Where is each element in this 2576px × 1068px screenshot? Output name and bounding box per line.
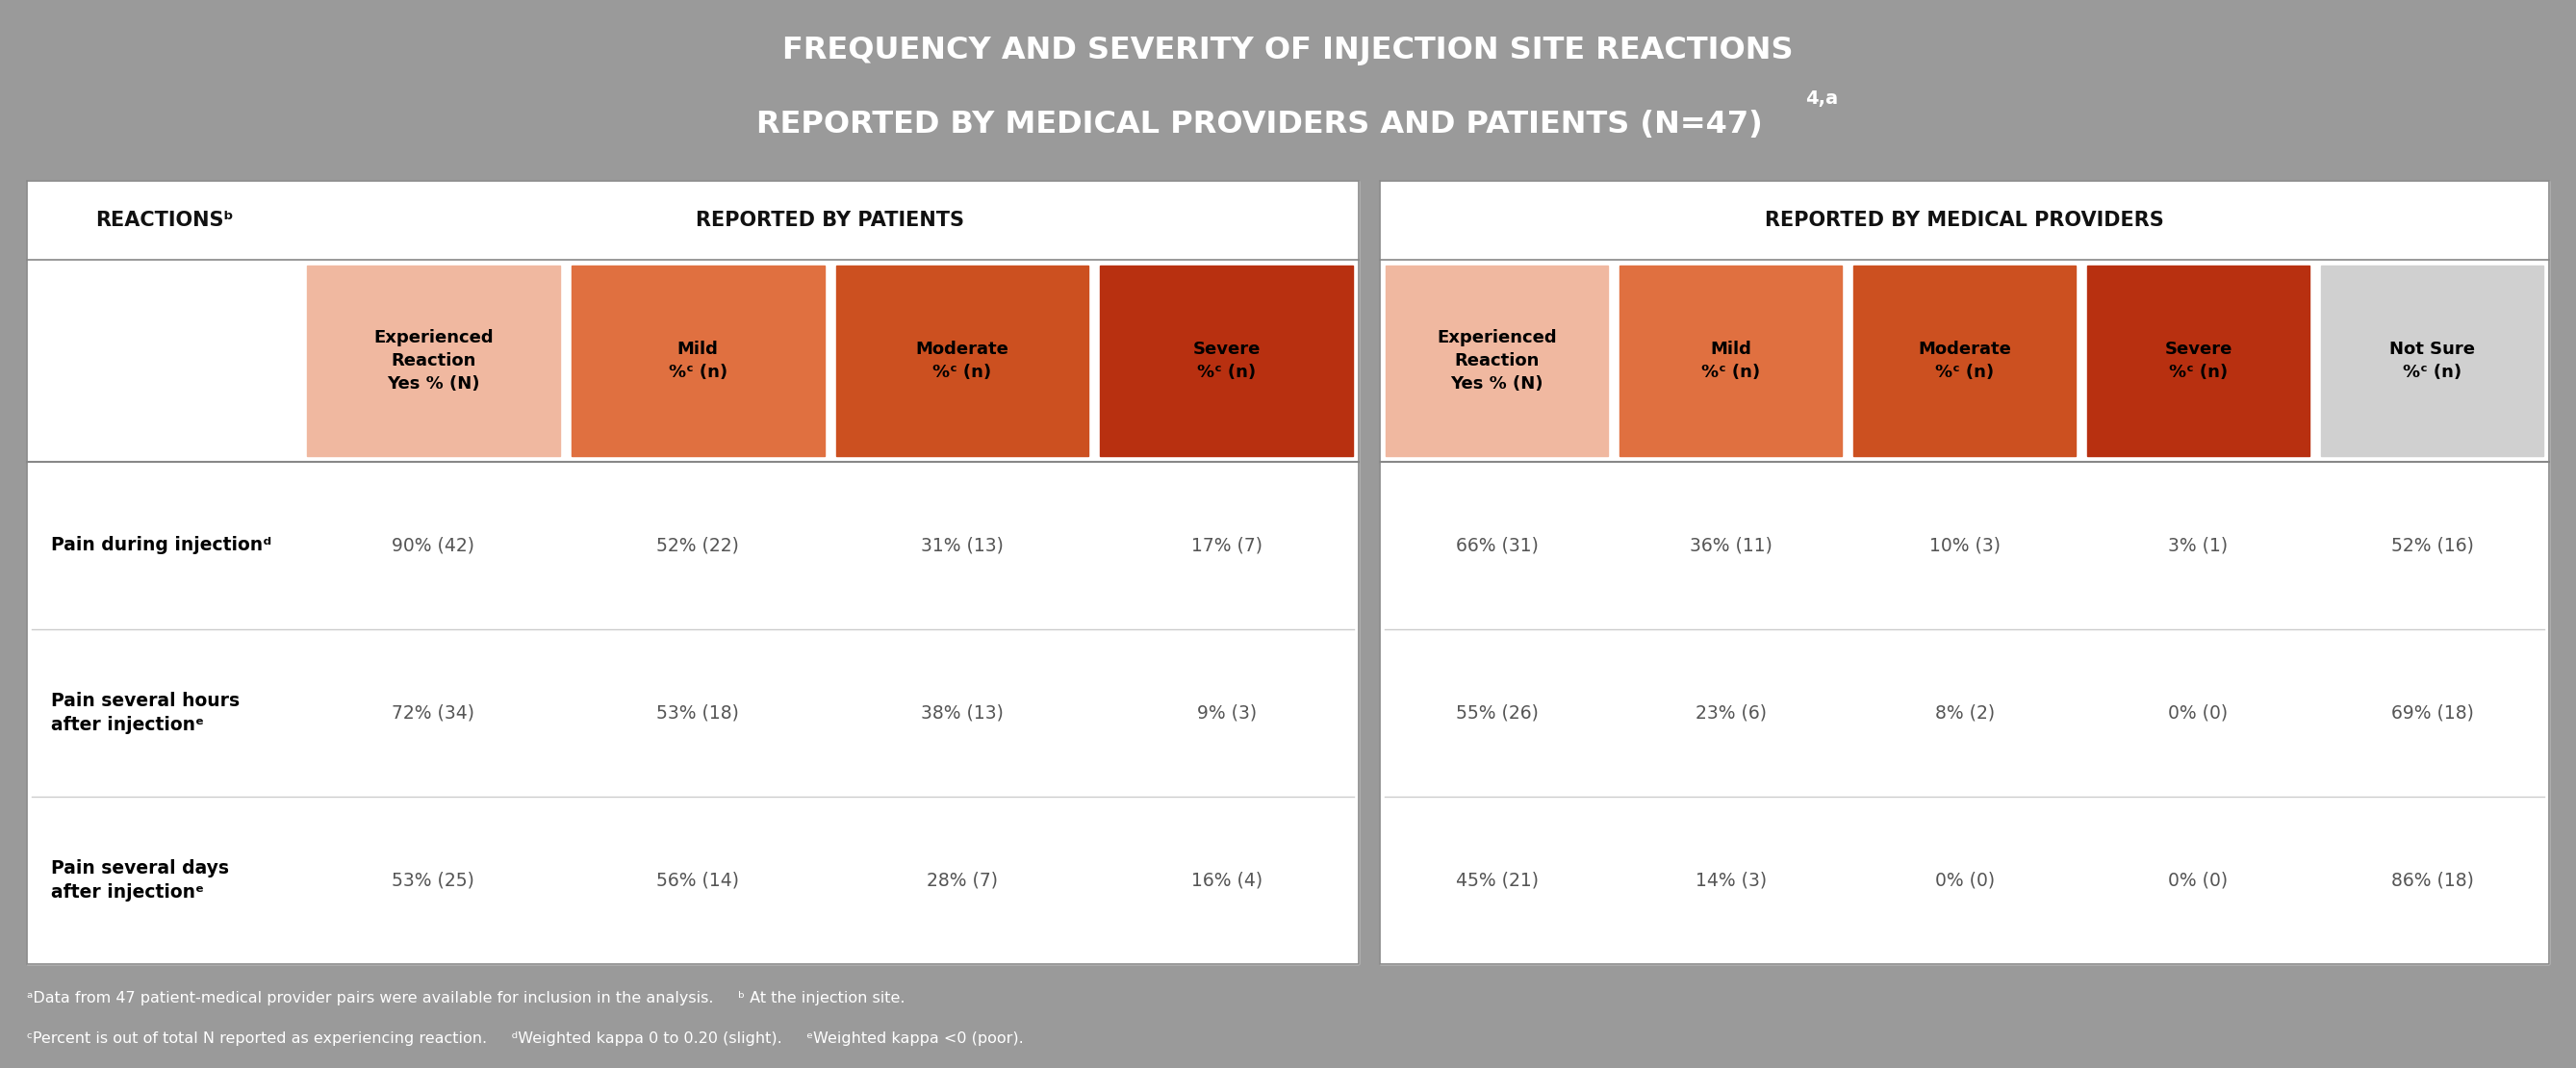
Bar: [1620, 266, 1842, 456]
Text: Severe
%ᶜ (n): Severe %ᶜ (n): [2164, 341, 2233, 381]
Bar: [1100, 266, 1352, 456]
Text: Pain several hours
after injectionᵉ: Pain several hours after injectionᵉ: [52, 692, 240, 734]
Text: 36% (11): 36% (11): [1690, 536, 1772, 554]
Bar: [835, 266, 1090, 456]
Text: 0% (0): 0% (0): [2169, 871, 2228, 890]
Text: 38% (13): 38% (13): [922, 704, 1005, 722]
Text: Severe
%ᶜ (n): Severe %ᶜ (n): [1193, 341, 1260, 381]
Text: REPORTED BY PATIENTS: REPORTED BY PATIENTS: [696, 210, 963, 230]
Text: Mild
%ᶜ (n): Mild %ᶜ (n): [1700, 341, 1759, 381]
Text: 23% (6): 23% (6): [1695, 704, 1767, 722]
Text: 55% (26): 55% (26): [1455, 704, 1538, 722]
Text: 0% (0): 0% (0): [2169, 704, 2228, 722]
Text: 31% (13): 31% (13): [922, 536, 1005, 554]
Bar: [2087, 266, 2311, 456]
Text: 0% (0): 0% (0): [1935, 871, 1994, 890]
Text: Mild
%ᶜ (n): Mild %ᶜ (n): [667, 341, 726, 381]
Text: 53% (25): 53% (25): [392, 871, 474, 890]
Text: 10% (3): 10% (3): [1929, 536, 1999, 554]
Text: 52% (22): 52% (22): [657, 536, 739, 554]
Text: Moderate
%ᶜ (n): Moderate %ᶜ (n): [1919, 341, 2012, 381]
Text: 8% (2): 8% (2): [1935, 704, 1994, 722]
Bar: [1386, 266, 1607, 456]
Text: Pain several days
after injectionᵉ: Pain several days after injectionᵉ: [52, 860, 229, 901]
Bar: [2321, 266, 2543, 456]
Text: 14% (3): 14% (3): [1695, 871, 1767, 890]
Text: 4,a: 4,a: [1806, 90, 1839, 108]
Text: Experienced
Reaction
Yes % (N): Experienced Reaction Yes % (N): [374, 329, 495, 392]
Text: 28% (7): 28% (7): [927, 871, 997, 890]
Text: 69% (18): 69% (18): [2391, 704, 2473, 722]
Bar: [572, 266, 824, 456]
Text: 52% (16): 52% (16): [2391, 536, 2473, 554]
Text: Moderate
%ᶜ (n): Moderate %ᶜ (n): [914, 341, 1010, 381]
Text: 9% (3): 9% (3): [1198, 704, 1257, 722]
Bar: [1381, 180, 2550, 964]
Text: Not Sure
%ᶜ (n): Not Sure %ᶜ (n): [2391, 341, 2476, 381]
Text: Pain during injectionᵈ: Pain during injectionᵈ: [52, 536, 270, 554]
Text: 45% (21): 45% (21): [1455, 871, 1538, 890]
Text: 86% (18): 86% (18): [2391, 871, 2473, 890]
Text: REPORTED BY MEDICAL PROVIDERS: REPORTED BY MEDICAL PROVIDERS: [1765, 210, 2164, 230]
Text: 72% (34): 72% (34): [392, 704, 474, 722]
Bar: [307, 266, 559, 456]
Text: 56% (14): 56% (14): [657, 871, 739, 890]
Text: 17% (7): 17% (7): [1190, 536, 1262, 554]
Bar: [26, 180, 1360, 964]
Text: Experienced
Reaction
Yes % (N): Experienced Reaction Yes % (N): [1437, 329, 1556, 392]
Text: FREQUENCY AND SEVERITY OF INJECTION SITE REACTIONS: FREQUENCY AND SEVERITY OF INJECTION SITE…: [783, 36, 1793, 66]
Text: 66% (31): 66% (31): [1455, 536, 1538, 554]
Text: REPORTED BY MEDICAL PROVIDERS AND PATIENTS (N=47): REPORTED BY MEDICAL PROVIDERS AND PATIEN…: [755, 110, 1762, 140]
Text: 16% (4): 16% (4): [1190, 871, 1262, 890]
Text: 90% (42): 90% (42): [392, 536, 474, 554]
Bar: [1381, 180, 2550, 964]
Text: 53% (18): 53% (18): [657, 704, 739, 722]
Bar: [1852, 266, 2076, 456]
Text: ᵃData from 47 patient-medical provider pairs were available for inclusion in the: ᵃData from 47 patient-medical provider p…: [26, 991, 904, 1005]
Text: 3% (1): 3% (1): [2169, 536, 2228, 554]
Text: REACTIONSᵇ: REACTIONSᵇ: [95, 210, 232, 230]
Text: ᶜPercent is out of total N reported as experiencing reaction.     ᵈWeighted kapp: ᶜPercent is out of total N reported as e…: [26, 1032, 1023, 1046]
Bar: [26, 180, 1360, 964]
